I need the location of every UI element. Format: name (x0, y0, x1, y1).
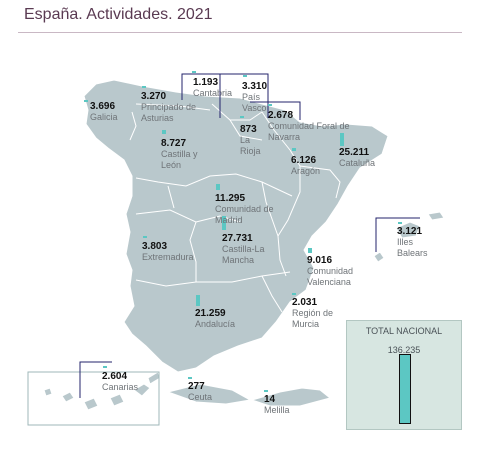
label-asturias: 3.270 Principado de Asturias (141, 91, 196, 124)
bar-canarias (103, 366, 107, 368)
bar-aragon (292, 148, 296, 151)
north-africa-coast-melilla (250, 387, 332, 407)
value-castilla-leon: 8.727 (161, 138, 187, 149)
island-canarias-5 (133, 383, 151, 397)
value-melilla: 14 (264, 394, 276, 405)
label-castilla-leon: 8.727 Castilla y León (161, 138, 198, 171)
name-murcia: Región de Murcia (292, 308, 334, 329)
region-borders (129, 103, 341, 313)
value-pais-vasco: 3.310 (242, 81, 268, 92)
label-navarra: 2.678 Comunidad Foral de Navarra (268, 110, 350, 143)
label-melilla: 14 Melilla (264, 394, 290, 416)
value-ceuta: 277 (188, 381, 205, 392)
value-la-rioja: 873 (240, 124, 257, 135)
bar-castilla-la-mancha (222, 216, 226, 230)
label-valenciana: 9.016 Comunidad Valenciana (307, 255, 353, 288)
total-value: 136.235 (387, 345, 421, 355)
island-ibiza (373, 251, 385, 263)
bar-navarra (268, 104, 272, 106)
island-canarias-6 (147, 371, 161, 385)
bar-pais-vasco (243, 75, 247, 77)
bar-castilla-leon (162, 130, 166, 134)
name-madrid: Comunidad de Madrid (215, 204, 274, 225)
value-andalucia: 21.259 (195, 308, 226, 319)
name-ceuta: Ceuta (188, 392, 213, 402)
name-galicia: Galicia (90, 112, 118, 122)
label-canarias: 2.604 Canarias (102, 371, 138, 393)
bar-la-rioja (240, 116, 244, 118)
name-cataluna: Cataluña (339, 158, 376, 168)
label-madrid: 11.295 Comunidad de Madrid (215, 193, 274, 226)
north-africa-coast-ceuta (166, 383, 252, 405)
bar-cataluna (340, 133, 344, 146)
value-cantabria: 1.193 (193, 77, 219, 88)
bar-murcia (292, 293, 296, 295)
value-galicia: 3.696 (90, 101, 116, 112)
label-extremadura: 3.803 Extremadura (142, 241, 194, 263)
name-castilla-leon: Castilla y León (161, 149, 198, 170)
label-andalucia: 21.259 Andalucía (195, 308, 235, 330)
island-canarias-2 (61, 391, 75, 403)
total-nacional-panel: TOTAL NACIONAL 136.235 (346, 320, 462, 430)
name-melilla: Melilla (264, 405, 290, 415)
bar-ceuta (188, 377, 192, 379)
label-murcia: 2.031 Región de Murcia (292, 297, 333, 330)
bar-galicia (84, 100, 88, 102)
page-title: España. Actividades. 2021 (24, 6, 213, 23)
value-cataluna: 25.211 (339, 147, 370, 158)
bar-madrid (216, 184, 220, 190)
island-mallorca (395, 221, 421, 239)
bar-melilla (264, 390, 268, 392)
name-baleares: Illes Balears (397, 237, 428, 258)
island-canarias-3 (83, 397, 99, 411)
name-la-rioja: La Rioja (240, 135, 261, 156)
name-aragon: Aragón (291, 166, 321, 176)
value-madrid: 11.295 (215, 193, 246, 204)
bar-extremadura (143, 236, 147, 238)
canarias-inset-frame (27, 371, 160, 426)
value-canarias: 2.604 (102, 371, 128, 382)
value-baleares: 3.121 (397, 226, 423, 237)
label-pais-vasco: 3.310 País Vasco (242, 81, 267, 114)
value-extremadura: 3.803 (142, 241, 168, 252)
island-menorca (427, 211, 445, 221)
name-castilla-la-mancha: Castilla-La Mancha (222, 244, 265, 265)
bar-valenciana (308, 248, 312, 253)
value-asturias: 3.270 (141, 91, 167, 102)
label-cataluna: 25.211 Cataluña (339, 147, 375, 169)
label-baleares: 3.121 Illes Balears (397, 226, 428, 259)
label-aragon: 6.126 Aragón (291, 155, 320, 177)
name-canarias: Canarias (102, 382, 139, 392)
name-navarra: Comunidad Foral de Navarra (268, 121, 350, 142)
name-cantabria: Cantabria (193, 88, 233, 98)
title-divider (18, 32, 462, 33)
name-asturias: Principado de Asturias (141, 102, 197, 123)
label-ceuta: 277 Ceuta (188, 381, 212, 403)
value-aragon: 6.126 (291, 155, 317, 166)
value-bars (84, 71, 402, 392)
name-extremadura: Extremadura (142, 252, 194, 262)
name-andalucia: Andalucía (195, 319, 236, 329)
label-la-rioja: 873 La Rioja (240, 124, 261, 157)
callout-lines (79, 73, 420, 398)
bar-andalucia (196, 295, 200, 306)
total-title: TOTAL NACIONAL (365, 326, 443, 336)
name-valenciana: Comunidad Valenciana (307, 266, 354, 287)
island-canarias-1 (43, 387, 53, 397)
value-valenciana: 9.016 (307, 255, 333, 266)
value-murcia: 2.031 (292, 297, 318, 308)
label-cantabria: 1.193 Cantabria (193, 77, 232, 99)
name-pais-vasco: País Vasco (242, 92, 267, 113)
value-navarra: 2.678 (268, 110, 294, 121)
peninsula-landmass (83, 79, 389, 373)
bar-asturias (142, 86, 146, 88)
label-castilla-la-mancha: 27.731 Castilla-La Mancha (222, 233, 265, 266)
total-bar (399, 354, 411, 424)
value-castilla-la-mancha: 27.731 (222, 233, 253, 244)
label-galicia: 3.696 Galicia (90, 101, 118, 123)
island-canarias-4 (109, 393, 125, 407)
bar-baleares (398, 222, 402, 224)
bar-cantabria (192, 71, 196, 73)
